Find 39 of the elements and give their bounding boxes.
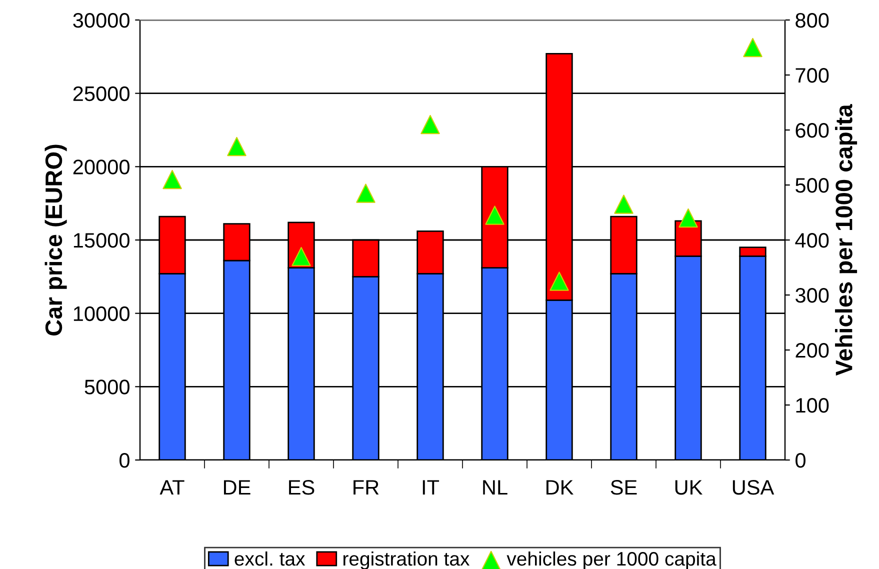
- point: [227, 136, 246, 156]
- y2-tick-label: 700: [796, 68, 829, 83]
- y-tick-label: 0: [120, 453, 130, 468]
- y-tick-label: 15000: [74, 233, 130, 248]
- point: [678, 208, 698, 228]
- y2-tick-label: 300: [796, 288, 829, 303]
- x-tick-label: DK: [546, 480, 574, 495]
- y-tick-label: 30000: [73, 13, 130, 28]
- x-tick-label: DE: [224, 480, 250, 495]
- y-axis-title: Car price (EURO): [44, 144, 67, 336]
- point: [550, 272, 569, 291]
- legend-label: excl. tax: [234, 551, 306, 566]
- point: [614, 194, 634, 214]
- y2-tick-label: 0: [796, 453, 806, 468]
- point: [743, 38, 762, 58]
- y2-tick-label: 800: [796, 13, 829, 28]
- y2-tick-label: 400: [795, 233, 829, 248]
- x-tick-label: ES: [289, 480, 314, 495]
- x-tick-label: UK: [675, 480, 702, 495]
- y2-tick-label: 500: [796, 178, 829, 193]
- x-tick-label: AT: [160, 480, 184, 495]
- y2-tick-label: 200: [796, 343, 829, 358]
- y2-tick-label: 600: [796, 123, 829, 138]
- x-tick-label: USA: [732, 480, 774, 495]
- x-tick-label: SE: [610, 480, 637, 495]
- point: [292, 246, 311, 266]
- y2-axis-title: Vehicles per 1000 capita: [835, 104, 858, 376]
- y-tick-label: 10000: [74, 306, 130, 322]
- point: [356, 184, 376, 203]
- x-tick-label: FR: [354, 480, 379, 495]
- y-tick-label: 25000: [73, 86, 130, 102]
- y2-tick-label: 100: [796, 398, 829, 413]
- x-tick-label: NL: [483, 480, 508, 495]
- x-tick-label: IT: [422, 480, 440, 495]
- point: [485, 206, 504, 225]
- point: [420, 114, 440, 134]
- point: [162, 170, 182, 190]
- y-tick-label: 5000: [84, 380, 130, 394]
- y-tick-label: 20000: [73, 160, 130, 174]
